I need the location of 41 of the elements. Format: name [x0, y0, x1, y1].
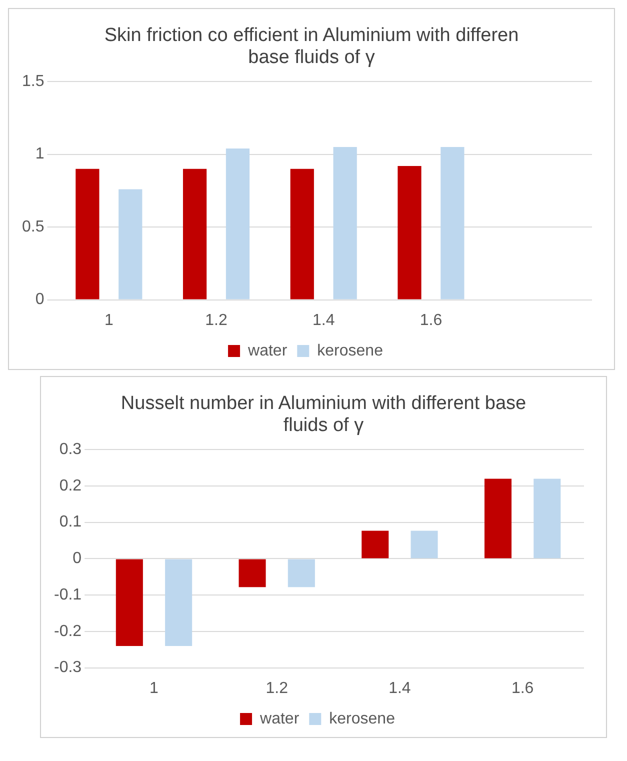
y-tick-label: 0.5: [22, 218, 44, 236]
y-tick-label: 0: [35, 291, 44, 308]
y-tick-label: -0.2: [54, 622, 82, 640]
bar: [333, 147, 357, 300]
y-tick-label: 0.1: [59, 514, 82, 531]
x-tick-label: 1.4: [312, 312, 335, 329]
bar: [165, 559, 192, 646]
bar: [484, 478, 512, 558]
bar: [440, 147, 464, 300]
x-tick-label: 1.6: [420, 312, 442, 329]
legend-label: kerosene: [329, 710, 396, 728]
bar: [238, 559, 266, 588]
x-tick-label: 1.2: [205, 312, 228, 329]
legend-label: water: [247, 342, 288, 360]
x-tick-label: 1.2: [266, 680, 288, 697]
bar: [398, 166, 422, 300]
chart-title: Nusselt number in Aluminium with different base fluids of γ: [120, 393, 528, 437]
y-tick-label: 1: [35, 146, 44, 163]
y-tick-label: 0: [72, 550, 82, 568]
bar: [290, 168, 314, 300]
bar: [362, 530, 389, 558]
bar: [76, 168, 100, 300]
bar: [226, 148, 250, 300]
y-tick-label: -0.1: [54, 586, 82, 604]
y-tick-label: 0.2: [59, 477, 82, 494]
x-tick-label: 1: [104, 312, 114, 329]
y-tick-label: -0.3: [54, 659, 82, 676]
y-tick-label: 1.5: [22, 73, 44, 90]
bar: [118, 189, 142, 300]
x-tick-label: 1.4: [388, 680, 411, 697]
bar: [288, 559, 315, 588]
bar: [410, 530, 438, 558]
x-tick-label: 1: [150, 680, 159, 697]
chart-title: Skin friction co efficient in Aluminium with differen base fluids of γ: [103, 25, 520, 69]
bar: [116, 559, 143, 646]
legend-label: water: [259, 710, 300, 728]
bar: [534, 478, 561, 558]
legend-label: kerosene: [317, 342, 384, 360]
x-tick-label: 1.6: [511, 680, 534, 697]
y-tick-label: 0.3: [59, 441, 82, 458]
bar: [182, 168, 207, 300]
